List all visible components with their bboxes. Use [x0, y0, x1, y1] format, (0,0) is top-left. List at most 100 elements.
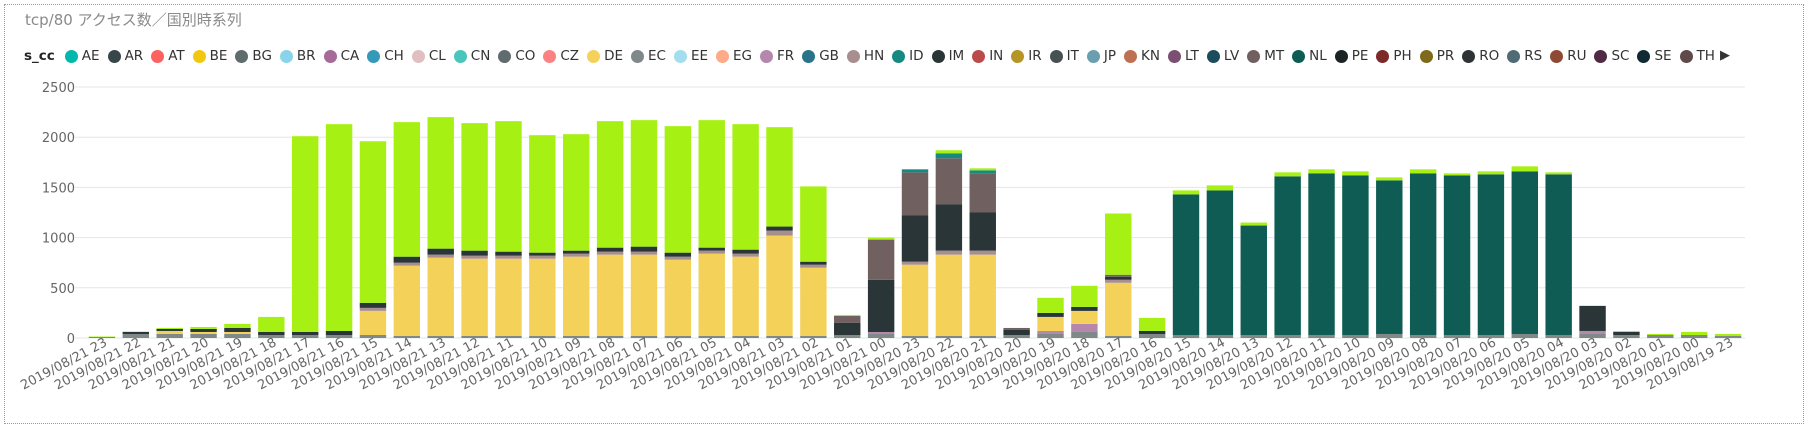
bar-segment[interactable] — [1443, 334, 1471, 338]
bar-segment[interactable] — [1003, 329, 1030, 335]
bar-segment[interactable] — [1172, 194, 1200, 335]
bar-segment[interactable] — [766, 226, 793, 231]
bar-segment[interactable] — [291, 136, 319, 332]
bar-segment[interactable] — [698, 120, 725, 248]
bar-segment[interactable] — [596, 251, 624, 255]
bar-segment[interactable] — [529, 135, 556, 253]
bar-segment[interactable] — [156, 328, 183, 331]
bar-segment[interactable] — [664, 335, 692, 338]
bar-segment[interactable] — [427, 248, 454, 255]
bar-segment[interactable] — [698, 250, 725, 254]
bar-segment[interactable] — [190, 333, 217, 338]
legend-item-at[interactable]: AT — [151, 48, 185, 64]
bar-segment[interactable] — [867, 331, 895, 334]
legend-item-mt[interactable]: MT — [1247, 48, 1284, 64]
bar-segment[interactable] — [630, 335, 658, 338]
bar-segment[interactable] — [325, 124, 353, 331]
bar-segment[interactable] — [1105, 282, 1132, 336]
bar-segment[interactable] — [529, 252, 556, 256]
bar-segment[interactable] — [1647, 333, 1674, 335]
bar-segment[interactable] — [1477, 174, 1505, 335]
bar-segment[interactable] — [1037, 316, 1064, 331]
bar-segment[interactable] — [1511, 333, 1538, 338]
legend-item-de[interactable]: DE — [587, 48, 623, 64]
bar-segment[interactable] — [1545, 174, 1572, 335]
legend-item-gb[interactable]: GB — [802, 48, 839, 64]
legend-item-sc[interactable]: SC — [1594, 48, 1629, 64]
bar-segment[interactable] — [1037, 330, 1064, 334]
bar-segment[interactable] — [664, 259, 692, 336]
legend-item-ar[interactable]: AR — [107, 48, 143, 64]
bar-segment[interactable] — [732, 256, 759, 336]
legend-item-ro[interactable]: RO — [1462, 48, 1499, 64]
bar-segment[interactable] — [393, 262, 421, 266]
bar-segment[interactable] — [1477, 334, 1505, 338]
bar-segment[interactable] — [698, 335, 725, 338]
legend-item-im[interactable]: IM — [931, 48, 964, 64]
bar-segment[interactable] — [563, 335, 590, 338]
bar-segment[interactable] — [427, 117, 454, 249]
bar-segment[interactable] — [427, 257, 454, 336]
bar-segment[interactable] — [122, 331, 150, 332]
bar-segment[interactable] — [800, 267, 827, 336]
bar-segment[interactable] — [1308, 334, 1335, 338]
bar-segment[interactable] — [1579, 330, 1606, 334]
bar-segment[interactable] — [529, 335, 556, 338]
legend-item-it[interactable]: IT — [1049, 48, 1079, 64]
bar-segment[interactable] — [325, 330, 353, 335]
bar-segment[interactable] — [935, 254, 963, 336]
bar-segment[interactable] — [427, 335, 454, 338]
legend-item-cn[interactable]: CN — [453, 48, 490, 64]
bar-segment[interactable] — [1003, 327, 1030, 330]
bar-segment[interactable] — [1172, 334, 1200, 338]
legend-item-se[interactable]: SE — [1637, 48, 1672, 64]
bar-segment[interactable] — [156, 333, 183, 338]
bar-segment[interactable] — [834, 314, 861, 316]
bar-segment[interactable] — [1613, 330, 1640, 332]
bar-segment[interactable] — [630, 254, 658, 336]
legend-item-co[interactable]: CO — [498, 48, 535, 64]
legend-item-lv[interactable]: LV — [1206, 48, 1239, 64]
bar-segment[interactable] — [1206, 334, 1234, 338]
bar-segment[interactable] — [258, 316, 285, 332]
bar-segment[interactable] — [969, 173, 996, 213]
bar-segment[interactable] — [224, 327, 251, 332]
bar-segment[interactable] — [1545, 172, 1572, 175]
bar-segment[interactable] — [427, 254, 454, 258]
bar-segment[interactable] — [732, 124, 759, 250]
bar-segment[interactable] — [664, 256, 692, 260]
bar-segment[interactable] — [1172, 190, 1200, 195]
bar-segment[interactable] — [935, 204, 963, 251]
bar-segment[interactable] — [563, 253, 590, 257]
bar-segment[interactable] — [1071, 310, 1098, 324]
bar-segment[interactable] — [1206, 185, 1234, 191]
bar-segment[interactable] — [969, 168, 996, 171]
bar-segment[interactable] — [461, 250, 488, 256]
legend-item-ru[interactable]: RU — [1550, 48, 1586, 64]
bar-segment[interactable] — [359, 307, 387, 311]
bar-segment[interactable] — [258, 334, 285, 338]
bar-segment[interactable] — [563, 134, 590, 251]
legend-item-tr[interactable]: TR — [1722, 48, 1724, 64]
bar-segment[interactable] — [834, 322, 861, 335]
legend-item-pe[interactable]: PE — [1334, 48, 1368, 64]
legend-item-br[interactable]: BR — [279, 48, 316, 64]
bar-segment[interactable] — [1409, 334, 1437, 338]
bar-segment[interactable] — [495, 258, 522, 336]
bar-segment[interactable] — [190, 331, 217, 334]
bar-segment[interactable] — [258, 331, 285, 335]
bar-segment[interactable] — [664, 126, 692, 253]
bar-segment[interactable] — [359, 334, 387, 338]
bar-segment[interactable] — [190, 326, 217, 329]
bar-segment[interactable] — [766, 127, 793, 227]
legend-item-nl[interactable]: NL — [1292, 48, 1327, 64]
bar-segment[interactable] — [1579, 333, 1606, 338]
bar-segment[interactable] — [800, 261, 827, 265]
legend-item-in[interactable]: IN — [972, 48, 1003, 64]
bar-segment[interactable] — [1274, 334, 1301, 338]
bar-segment[interactable] — [834, 315, 861, 323]
bar-segment[interactable] — [1443, 175, 1471, 335]
bar-segment[interactable] — [1342, 175, 1369, 335]
bar-segment[interactable] — [1037, 297, 1064, 313]
bar-segment[interactable] — [901, 261, 929, 265]
